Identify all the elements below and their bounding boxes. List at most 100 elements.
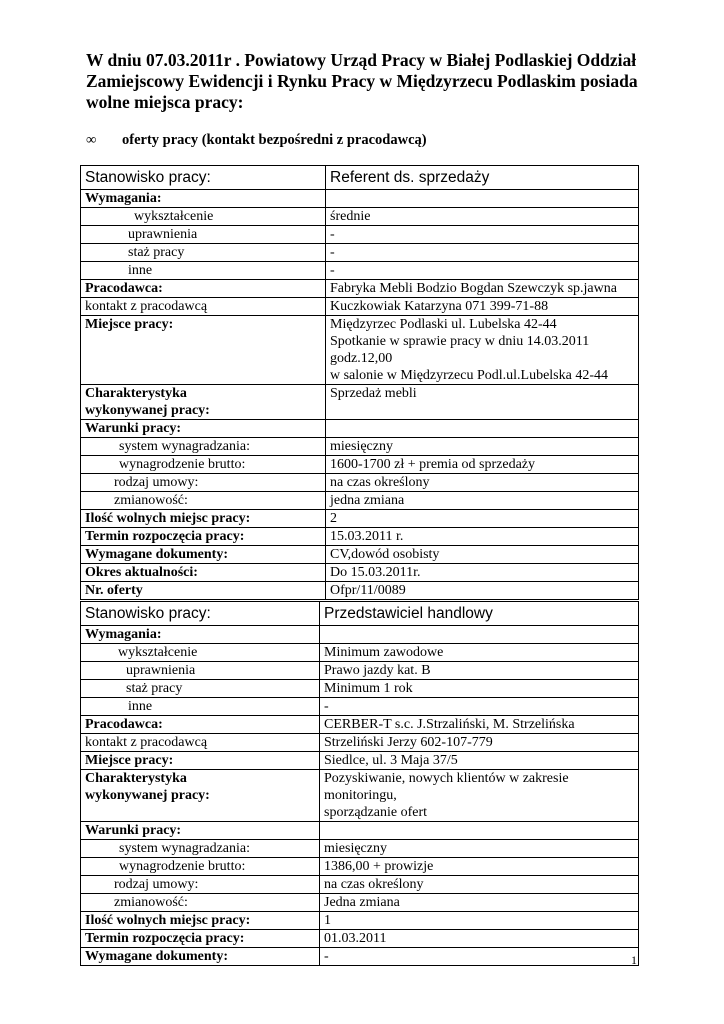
table-row: staż pracy Minimum 1 rok [80, 679, 639, 698]
field-value: Prawo jazdy kat. B [319, 661, 639, 680]
table-row: Miejsce pracy: Siedlce, ul. 3 Maja 37/5 [80, 751, 639, 770]
field-label: Wymagane dokumenty: [80, 947, 320, 966]
field-value: 01.03.2011 [319, 929, 639, 948]
table-row: Wymagane dokumenty: - [80, 947, 639, 966]
table-row: rodzaj umowy: na czas określony [80, 875, 639, 894]
field-value [325, 419, 639, 438]
field-label: kontakt z pracodawcą [80, 733, 320, 752]
field-value: Minimum 1 rok [319, 679, 639, 698]
table-row: Wymagania: [80, 189, 639, 208]
field-value: Pozyskiwanie, nowych klientów w zakresie… [319, 769, 639, 822]
field-label: Ilość wolnych miejsc pracy: [80, 911, 320, 930]
field-value: Przedstawiciel handlowy [319, 601, 639, 626]
field-value: 15.03.2011 r. [325, 527, 639, 546]
table-row: wykształcenie średnie [80, 207, 639, 226]
field-label: staż pracy [80, 679, 320, 698]
field-value: 1600-1700 zł + premia od sprzedaży [325, 455, 639, 474]
field-label: wykształcenie [80, 207, 326, 226]
table-row: Termin rozpoczęcia pracy: 01.03.2011 [80, 929, 639, 948]
field-label: Stanowisko pracy: [80, 165, 326, 190]
field-label: system wynagradzania: [80, 437, 326, 456]
table-row: Termin rozpoczęcia pracy: 15.03.2011 r. [80, 527, 639, 546]
table-row: rodzaj umowy: na czas określony [80, 473, 639, 492]
field-label: zmianowość: [80, 893, 320, 912]
table-row: wykształcenie Minimum zawodowe [80, 643, 639, 662]
field-label: Charakterystyka wykonywanej pracy: [80, 384, 326, 420]
field-value: Sprzedaż mebli [325, 384, 639, 420]
field-label: Charakterystyka wykonywanej pracy: [80, 769, 320, 822]
field-label: uprawnienia [80, 225, 326, 244]
field-value: miesięczny [325, 437, 639, 456]
table-row: inne - [80, 697, 639, 716]
field-value: jedna zmiana [325, 491, 639, 510]
field-label: Nr. oferty [80, 581, 326, 600]
table-row: Warunki pracy: [80, 419, 639, 438]
field-value: miesięczny [319, 839, 639, 858]
field-value: - [325, 261, 639, 280]
field-value [325, 189, 639, 208]
table-row: staż pracy - [80, 243, 639, 262]
table-row: Nr. oferty Ofpr/11/0089 [80, 581, 639, 600]
field-label: staż pracy [80, 243, 326, 262]
table-row: Charakterystyka wykonywanej pracy: Sprzed… [80, 384, 639, 420]
field-value: Jedna zmiana [319, 893, 639, 912]
table-row: inne - [80, 261, 639, 280]
table-row: uprawnienia - [80, 225, 639, 244]
table-row: kontakt z pracodawcą Strzeliński Jerzy 60… [80, 733, 639, 752]
table-row: uprawnienia Prawo jazdy kat. B [80, 661, 639, 680]
field-value: CV,dowód osobisty [325, 545, 639, 564]
job-offer-table-1: Stanowisko pracy: Referent ds. sprzedaży W… [80, 165, 639, 600]
field-label: Ilość wolnych miejsc pracy: [80, 509, 326, 528]
position-header-row: Stanowisko pracy: Referent ds. sprzedaży [80, 165, 639, 190]
field-value: 2 [325, 509, 639, 528]
table-row: wynagrodzenie brutto: 1386,00 + prowizje [80, 857, 639, 876]
field-label: uprawnienia [80, 661, 320, 680]
field-label: Wymagane dokumenty: [80, 545, 326, 564]
field-value [319, 625, 639, 644]
field-value: CERBER-T s.c. J.Strzaliński, M. Strzeliń… [319, 715, 639, 734]
job-offer-table-2: Stanowisko pracy: Przedstawiciel handlowy… [80, 601, 639, 966]
field-value: Strzeliński Jerzy 602-107-779 [319, 733, 639, 752]
field-value: 1 [319, 911, 639, 930]
offer-type-text: oferty pracy (kontakt bezpośredni z prac… [122, 132, 427, 148]
field-label: inne [80, 697, 320, 716]
table-row: Miejsce pracy: Międzyrzec Podlaski ul. Lu… [80, 315, 639, 385]
table-row: Pracodawca: CERBER-T s.c. J.Strzaliński, … [80, 715, 639, 734]
table-row: wynagrodzenie brutto: 1600-1700 zł + prem… [80, 455, 639, 474]
infinity-bullet-icon: ∞ [86, 132, 97, 148]
field-label: Termin rozpoczęcia pracy: [80, 527, 326, 546]
field-label: Warunki pracy: [80, 419, 326, 438]
field-value: Ofpr/11/0089 [325, 581, 639, 600]
table-row: Wymagania: [80, 625, 639, 644]
field-value: Referent ds. sprzedaży [325, 165, 639, 190]
table-row: kontakt z pracodawcą Kuczkowiak Katarzyna… [80, 297, 639, 316]
field-value [319, 821, 639, 840]
field-value: - [325, 243, 639, 262]
field-value: 1386,00 + prowizje [319, 857, 639, 876]
field-label: Wymagania: [80, 625, 320, 644]
table-row: Wymagane dokumenty: CV,dowód osobisty [80, 545, 639, 564]
field-value: - [325, 225, 639, 244]
field-label: Miejsce pracy: [80, 751, 320, 770]
field-value: średnie [325, 207, 639, 226]
field-label: zmianowość: [80, 491, 326, 510]
field-value: - [319, 947, 639, 966]
field-label: kontakt z pracodawcą [80, 297, 326, 316]
field-value: na czas określony [325, 473, 639, 492]
field-label: Pracodawca: [80, 279, 326, 298]
field-label: Pracodawca: [80, 715, 320, 734]
document-title: W dniu 07.03.2011r . Powiatowy Urząd Pra… [86, 50, 638, 112]
page-number: 1 [631, 953, 637, 967]
field-value: Fabryka Mebli Bodzio Bogdan Szewczyk sp.… [325, 279, 639, 298]
table-row: Charakterystyka wykonywanej pracy: Pozysk… [80, 769, 639, 822]
table-row: zmianowość: jedna zmiana [80, 491, 639, 510]
field-label: Miejsce pracy: [80, 315, 326, 385]
field-value: - [319, 697, 639, 716]
offer-type-bullet: ∞ oferty pracy (kontakt bezpośredni z pra… [86, 132, 427, 149]
field-label: wynagrodzenie brutto: [80, 455, 326, 474]
field-label: rodzaj umowy: [80, 875, 320, 894]
table-row: Pracodawca: Fabryka Mebli Bodzio Bogdan S… [80, 279, 639, 298]
table-row: Okres aktualności: Do 15.03.2011r. [80, 563, 639, 582]
table-row: system wynagradzania: miesięczny [80, 839, 639, 858]
field-label: Wymagania: [80, 189, 326, 208]
